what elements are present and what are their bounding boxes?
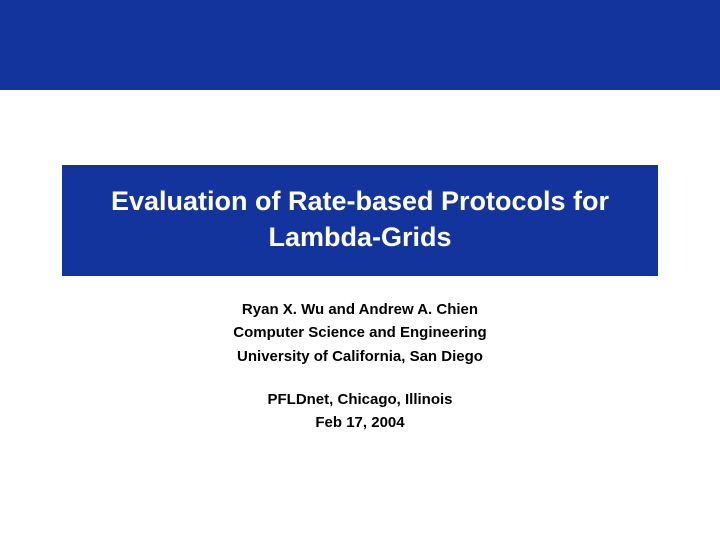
venue: PFLDnet, Chicago, Illinois: [0, 388, 720, 411]
department: Computer Science and Engineering: [0, 321, 720, 344]
title-box: Evaluation of Rate-based Protocols for L…: [62, 165, 658, 276]
info-block: Ryan X. Wu and Andrew A. Chien Computer …: [0, 298, 720, 454]
institution: University of California, San Diego: [0, 345, 720, 368]
header-bar: [0, 0, 720, 90]
title-line-1: Evaluation of Rate-based Protocols for: [72, 183, 648, 219]
authors: Ryan X. Wu and Andrew A. Chien: [0, 298, 720, 321]
date: Feb 17, 2004: [0, 411, 720, 434]
venue-group: PFLDnet, Chicago, Illinois Feb 17, 2004: [0, 388, 720, 435]
affiliation-group: Ryan X. Wu and Andrew A. Chien Computer …: [0, 298, 720, 368]
title-line-2: Lambda-Grids: [72, 219, 648, 255]
